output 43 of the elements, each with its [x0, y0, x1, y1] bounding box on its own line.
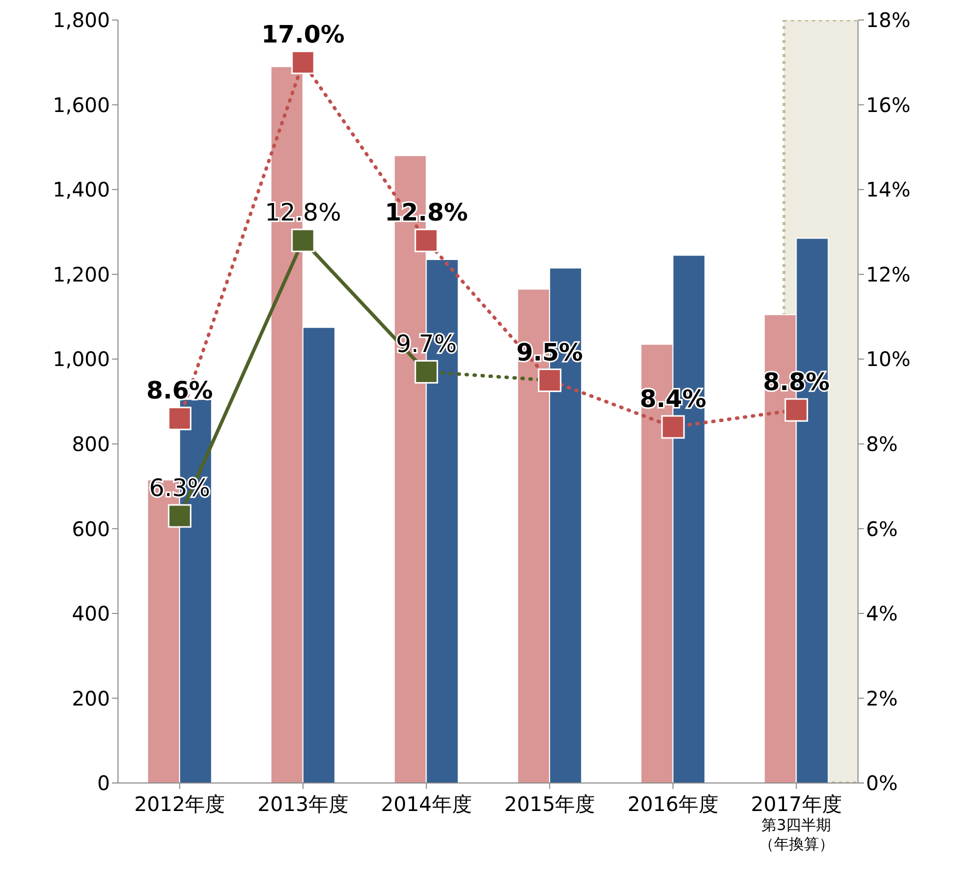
y-tick-label: 1,800: [52, 8, 110, 32]
text: 第3四半期: [762, 816, 832, 834]
x-tick-label: 2014年度: [380, 792, 472, 816]
data-label: 12.8%: [384, 198, 468, 226]
y2-tick-label: 18%: [866, 8, 910, 32]
y2-tick-label: 4%: [866, 602, 898, 626]
y-tick-label: 1,400: [52, 178, 110, 202]
point: [538, 368, 562, 392]
data-label: 9.5%: [516, 338, 583, 366]
y-tick-label: 1,200: [52, 262, 110, 286]
point: [168, 504, 192, 528]
point: [291, 228, 315, 252]
point: [414, 228, 438, 252]
y2-tick-label: 0%: [866, 771, 898, 796]
point: [661, 415, 685, 439]
point: [784, 398, 808, 422]
y2-tick-label: 12%: [866, 262, 910, 286]
x-tick-label: 2017年度: [750, 792, 842, 816]
y-tick-label: 800: [72, 432, 110, 456]
y-tick-label: 600: [72, 516, 110, 541]
data-label: 9.7%: [396, 330, 457, 358]
y2-tick-label: 6%: [866, 516, 898, 541]
y-tick-label: 200: [72, 686, 110, 710]
y-tick-label: 0: [97, 771, 110, 796]
data-label: 17.0%: [261, 20, 345, 48]
y-tick-label: 1,000: [52, 347, 110, 372]
point: [168, 406, 192, 430]
y2-tick-label: 10%: [866, 347, 910, 372]
y2-tick-label: 14%: [866, 178, 910, 202]
text: （年換算）: [758, 835, 834, 853]
y2-tick-label: 8%: [866, 432, 898, 456]
x-tick-label: 2012年度: [134, 792, 226, 816]
data-label: 8.6%: [146, 376, 213, 404]
x-tick-label: 2013年度: [258, 792, 348, 816]
data-label: 12.8%: [264, 198, 342, 226]
point: [291, 50, 315, 74]
y2-tick-label: 2%: [866, 686, 898, 710]
y-tick-label: 400: [72, 602, 110, 626]
point: [414, 360, 438, 384]
x-tick-label: 2015年度: [504, 792, 596, 816]
y-tick-label: 1,600: [52, 92, 110, 117]
x-tick-label: 2016年度: [628, 792, 718, 816]
y2-tick-label: 16%: [866, 92, 910, 117]
